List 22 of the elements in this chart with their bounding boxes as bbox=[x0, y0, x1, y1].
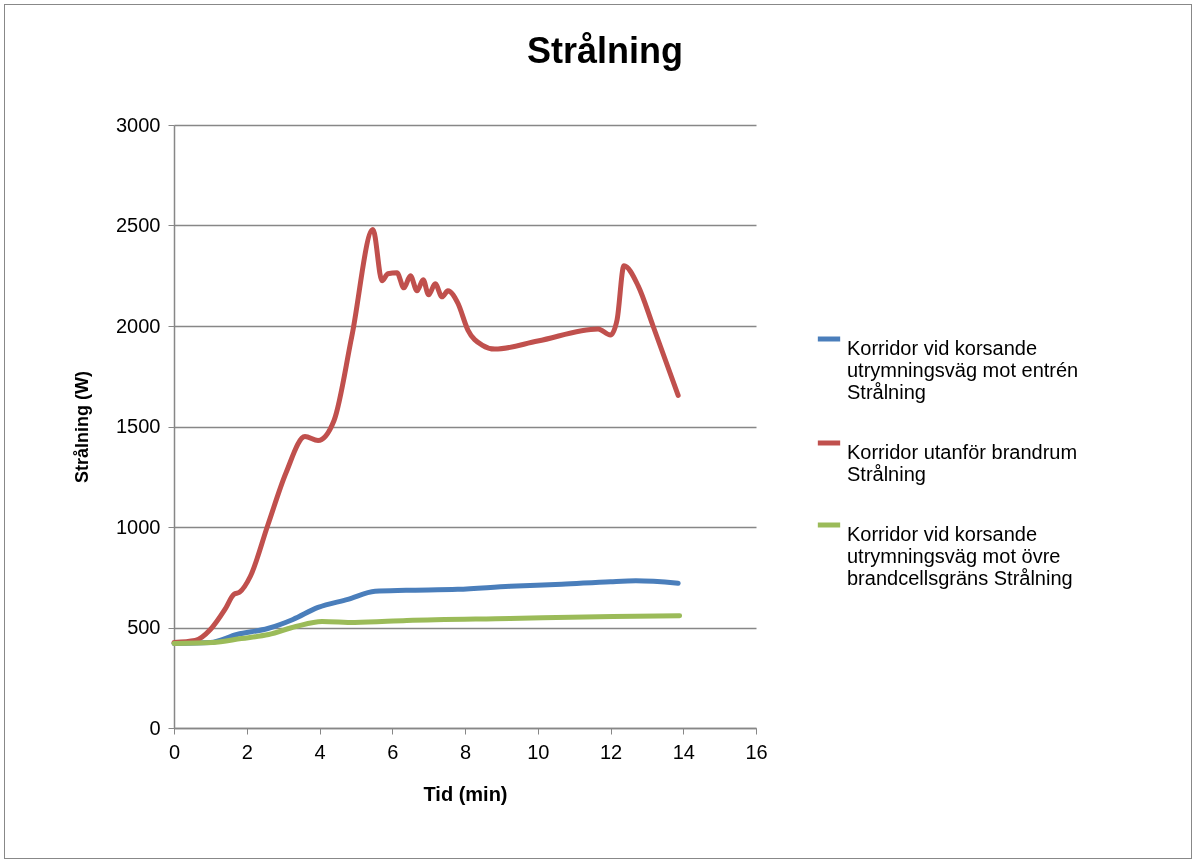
x-axis-title: Tid (min) bbox=[423, 782, 508, 805]
x-tick-label: 12 bbox=[599, 740, 623, 763]
y-tick-label: 3000 bbox=[116, 113, 161, 136]
chart-title: Strålning bbox=[526, 30, 684, 71]
x-tick-label: 6 bbox=[387, 740, 399, 763]
x-tick-label: 10 bbox=[527, 740, 550, 763]
legend-label: Korridor vid korsande utrymningsväg mot entrén Strålning bbox=[847, 337, 1079, 403]
y-tick-label: 0 bbox=[149, 716, 161, 739]
x-tick-label: 8 bbox=[459, 740, 472, 763]
y-tick-label: 2000 bbox=[116, 314, 161, 337]
x-tick-label: 16 bbox=[745, 740, 768, 763]
legend-label: Korridor vid korsande utrymningsväg mot övre brandcellsgräns Strålning bbox=[847, 523, 1073, 589]
y-tick-label: 1500 bbox=[116, 415, 161, 437]
x-tick-label: 2 bbox=[241, 740, 253, 763]
y-tick-label: 1000 bbox=[116, 515, 161, 538]
legend-label: Korridor utanför brandrum Strålning bbox=[847, 441, 1078, 485]
y-tick-label: 500 bbox=[127, 616, 161, 638]
y-axis-title: Strålning (W) bbox=[72, 371, 93, 483]
y-tick-label: 2500 bbox=[116, 214, 161, 236]
x-tick-label: 4 bbox=[314, 740, 326, 763]
x-tick-label: 0 bbox=[168, 740, 181, 763]
x-tick-label: 14 bbox=[672, 740, 695, 763]
